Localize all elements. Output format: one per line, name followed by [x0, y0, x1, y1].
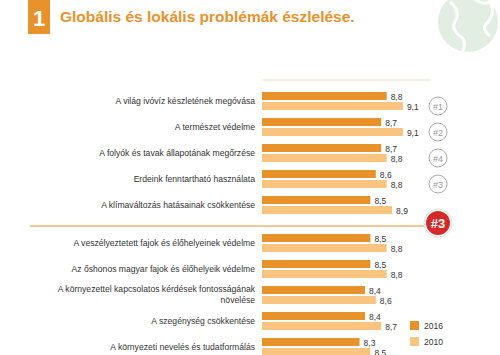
- globe-decoration: [438, 0, 498, 52]
- bar: [262, 234, 370, 242]
- bar: [262, 312, 365, 320]
- rank-label: #2: [433, 128, 443, 138]
- globe-decoration: [450, 0, 493, 52]
- bar: [262, 296, 376, 304]
- data-label: 8,5: [374, 196, 386, 206]
- rank-badge-ring: [424, 209, 452, 237]
- data-label: 9,1: [407, 128, 419, 138]
- rank-badge: [429, 149, 447, 167]
- bar: [262, 348, 370, 355]
- bar: [262, 118, 381, 126]
- bar: [262, 244, 387, 252]
- separator: [30, 226, 425, 227]
- bar: [262, 338, 360, 346]
- labels: A világ ivóvíz készletének megóvása 8,8 9,…: [58, 92, 419, 355]
- chart: 1 Globális és lokális problémák észlelése…: [0, 0, 500, 355]
- category-label: A világ ivóvíz készletének megóvása: [116, 96, 256, 106]
- rank-label: #3: [431, 216, 445, 231]
- category-label: A klímaváltozás hatásainak csökkentése: [101, 200, 255, 210]
- bar: [262, 102, 403, 110]
- category-label: A környezettel kapcsolatos kérdések font…: [58, 284, 256, 305]
- section-number: 1: [33, 6, 45, 31]
- data-label: 8,8: [391, 244, 403, 254]
- bar: [262, 92, 387, 100]
- legend-swatch: [410, 337, 419, 346]
- rank-badge: [426, 211, 450, 235]
- bar: [262, 128, 403, 136]
- legend: 2016 2010: [410, 321, 443, 347]
- data-label: 8,4: [369, 286, 381, 296]
- category-label: Az őshonos magyar fajok és élőhelyeik vé…: [72, 264, 256, 274]
- data-label: 8,7: [385, 144, 397, 154]
- category-label: A környezeti nevelés és tudatformálás: [110, 342, 255, 352]
- bar: [262, 144, 381, 152]
- title: Globális és lokális problémák észlelése.: [60, 8, 355, 25]
- data-label: 8,8: [391, 180, 403, 190]
- data-label: 8,9: [396, 206, 408, 216]
- data-label: 8,6: [380, 170, 392, 180]
- data-label: 9,1: [407, 102, 419, 112]
- category-label: A szegénység csökkentése: [151, 316, 255, 326]
- data-label: 8,5: [374, 234, 386, 244]
- bar: [262, 180, 387, 188]
- bar: [262, 154, 387, 162]
- category-label: A folyók és tavak állapotának megőrzése: [99, 148, 255, 158]
- bar: [262, 260, 370, 268]
- rank-label: #3: [433, 180, 443, 190]
- data-label: 8,8: [391, 154, 403, 164]
- data-label: 8,3: [364, 338, 376, 348]
- rank-label: #4: [433, 154, 443, 164]
- data-label: 8,7: [385, 118, 397, 128]
- data-label: 8,5: [374, 348, 386, 355]
- bar: [262, 322, 381, 330]
- data-label: 8,4: [369, 312, 381, 322]
- bar: [262, 286, 365, 294]
- legend-label: 2016: [424, 321, 443, 331]
- rank-badge: [429, 123, 447, 141]
- category-label: Erdeink fenntartható használata: [134, 174, 256, 184]
- rank-badge: [429, 97, 447, 115]
- data-label: 8,8: [391, 270, 403, 280]
- bar: [262, 270, 387, 278]
- category-label-line: A környezettel kapcsolatos kérdések font…: [58, 284, 256, 294]
- data-label: 8,6: [380, 296, 392, 306]
- rank-label: #1: [433, 102, 443, 112]
- data-label: 8,8: [391, 92, 403, 102]
- bar: [262, 170, 376, 178]
- value-axis-line: [262, 80, 430, 81]
- bars: [262, 92, 403, 355]
- data-label: 8,5: [374, 260, 386, 270]
- category-label: A veszélyeztetett fajok és élőhelyeinek …: [73, 238, 255, 248]
- bar: [262, 196, 370, 204]
- rank-badge: [429, 175, 447, 193]
- data-label: 8,7: [385, 322, 397, 332]
- legend-swatch: [410, 321, 419, 330]
- category-label: A természet védelme: [175, 122, 255, 132]
- section-box: [28, 0, 50, 34]
- bar: [262, 206, 392, 214]
- legend-label: 2010: [424, 337, 443, 347]
- category-label-line: növelése: [221, 295, 256, 305]
